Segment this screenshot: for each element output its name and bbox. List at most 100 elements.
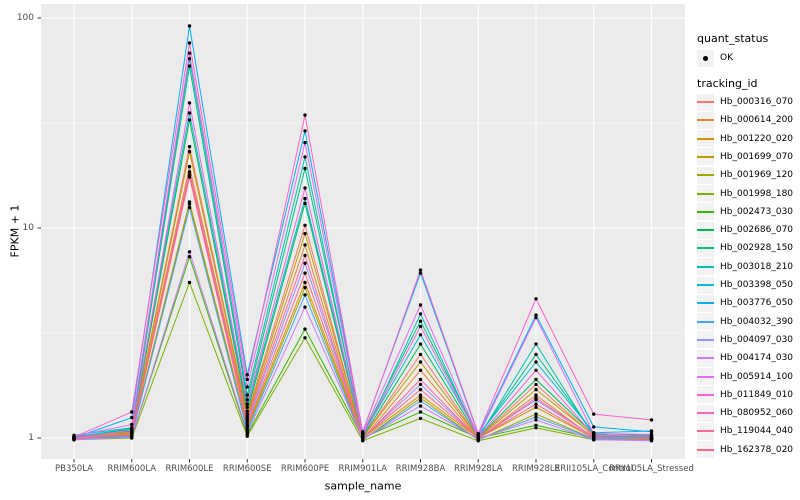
legend-title-quant-status: quant_status: [697, 32, 769, 45]
series-color-line-icon: [697, 119, 714, 122]
legend-item-Hb_001699_070: Hb_001699_070: [697, 148, 793, 166]
legend-item-label: Hb_002928_150: [720, 243, 794, 254]
legend-item-label: Hb_005914_100: [720, 371, 794, 382]
y-tick-label-100: 100: [16, 13, 34, 23]
legend-item-Hb_005914_100: Hb_005914_100: [697, 368, 793, 386]
legend-key-box: [697, 93, 714, 111]
y-tick-label-1: 1: [28, 433, 34, 443]
x-tick-label-RRII105LA_Control: RRII105LA_Control: [554, 464, 634, 474]
legend-item-Hb_119044_040: Hb_119044_040: [697, 422, 793, 440]
legend-key-box: [697, 203, 714, 221]
legend-key-box: [697, 404, 714, 422]
x-tick-label-RRIM901LA: RRIM901LA: [338, 464, 388, 474]
legend-key-box: [697, 221, 714, 239]
series-color-line-icon: [697, 137, 714, 140]
series-color-line-icon: [697, 412, 714, 415]
legend-item-label: Hb_004097_030: [720, 334, 794, 345]
series-color-line-icon: [697, 192, 714, 195]
x-tick-label-RRIM928LA: RRIM928LA: [453, 464, 503, 474]
x-tick-label-PB350LA: PB350LA: [55, 464, 93, 474]
legend-key-box: [697, 294, 714, 312]
x-tick-label-RRIM600PE: RRIM600PE: [280, 464, 330, 474]
legend-key-box: [697, 185, 714, 202]
legend-item-label: Hb_119044_040: [720, 426, 794, 437]
series-color-line-icon: [697, 393, 714, 396]
legend-item-Hb_000316_070: Hb_000316_070: [697, 93, 793, 111]
legend-item-Hb_162378_020: Hb_162378_020: [697, 441, 793, 459]
legend-item-Hb_002928_150: Hb_002928_150: [697, 239, 793, 257]
black-point-icon: [703, 55, 708, 61]
series-color-line-icon: [697, 430, 714, 433]
legend-item-Hb_004032_390: Hb_004032_390: [697, 313, 793, 331]
series-color-line-icon: [697, 448, 714, 451]
legend-item-label: Hb_003776_050: [720, 298, 794, 309]
x-axis-title: sample_name: [324, 479, 402, 493]
legend-key-box: [697, 130, 714, 148]
legend-key-box: [697, 349, 714, 367]
legend-item-Hb_001220_020: Hb_001220_020: [697, 130, 793, 148]
series-color-line-icon: [697, 338, 714, 341]
series-color-line-icon: [697, 247, 714, 250]
legend-key-box: [697, 386, 714, 404]
legend-key-box: [697, 331, 714, 349]
series-color-line-icon: [697, 174, 714, 177]
legend-item-Hb_011849_010: Hb_011849_010: [697, 386, 793, 404]
legend-item-label: OK: [720, 53, 733, 63]
legend-key-box: [697, 49, 714, 67]
series-color-line-icon: [697, 229, 714, 232]
series-color-line-icon: [697, 357, 714, 360]
series-color-line-icon: [697, 101, 714, 103]
x-tick-label-RRIM600LE: RRIM600LE: [165, 464, 214, 474]
series-color-line-icon: [697, 210, 714, 213]
legend-item-label: Hb_003018_210: [720, 261, 794, 272]
legend-item-label: Hb_001220_020: [720, 133, 794, 144]
legend-item-label: Hb_001998_180: [720, 188, 794, 199]
legend-item-Hb_004174_030: Hb_004174_030: [697, 349, 793, 367]
x-tick-label-RRIM928BA: RRIM928BA: [395, 464, 446, 474]
legend-item-label: Hb_000316_070: [720, 97, 794, 107]
legend-item-label: Hb_004032_390: [720, 316, 794, 327]
x-tick-label-RRIM600LA: RRIM600LA: [107, 464, 157, 474]
legend-key-box: [697, 368, 714, 385]
legend: quant_status OK tracking_id Hb_000316_07…: [690, 0, 800, 500]
legend-item-label: Hb_002473_030: [720, 206, 794, 217]
series-color-line-icon: [697, 155, 714, 158]
legend-key-box: [697, 313, 714, 331]
legend-key-box: [697, 441, 714, 459]
legend-item-Hb_001998_180: Hb_001998_180: [697, 185, 793, 203]
x-tick-label-RRII105LA_Stressed: RRII105LA_Stressed: [609, 464, 694, 474]
legend-key-box: [697, 148, 714, 166]
legend-item-label: Hb_080952_060: [720, 408, 794, 419]
legend-key-box: [697, 258, 714, 276]
series-color-line-icon: [697, 320, 714, 323]
legend-item-Hb_001969_120: Hb_001969_120: [697, 166, 793, 184]
axis-tick-marks: [37, 17, 652, 463]
legend-item-Hb_002686_070: Hb_002686_070: [697, 221, 793, 239]
legend-item-Hb_080952_060: Hb_080952_060: [697, 404, 793, 422]
legend-item-Hb_003398_050: Hb_003398_050: [697, 276, 793, 294]
legend-item-Hb_000614_200: Hb_000614_200: [697, 111, 793, 129]
x-tick-label-RRIM928LE: RRIM928LE: [512, 464, 560, 474]
legend-item-Hb_003018_210: Hb_003018_210: [697, 258, 793, 276]
y-tick-label-10: 10: [22, 223, 34, 233]
x-tick-label-RRIM600SE: RRIM600SE: [222, 464, 272, 474]
legend-item-Hb_003776_050: Hb_003776_050: [697, 294, 793, 312]
legend-key-box: [697, 422, 714, 440]
series-color-line-icon: [697, 375, 714, 378]
series-color-line-icon: [697, 302, 714, 305]
legend-item-Hb_002473_030: Hb_002473_030: [697, 203, 793, 221]
legend-item-ok: OK: [697, 49, 733, 67]
legend-key-box: [697, 276, 714, 294]
data-points: [72, 24, 654, 443]
legend-key-box: [697, 239, 714, 257]
y-axis-title: FPKM + 1: [8, 204, 22, 258]
series-color-line-icon: [697, 284, 714, 286]
legend-item-label: Hb_162378_020: [720, 444, 794, 455]
legend-item-label: Hb_003398_050: [720, 280, 794, 290]
legend-item-label: Hb_001699_070: [720, 151, 794, 162]
legend-key-box: [697, 166, 714, 184]
legend-item-label: Hb_000614_200: [720, 115, 794, 126]
legend-item-label: Hb_001969_120: [720, 170, 794, 181]
legend-key-box: [697, 111, 714, 129]
